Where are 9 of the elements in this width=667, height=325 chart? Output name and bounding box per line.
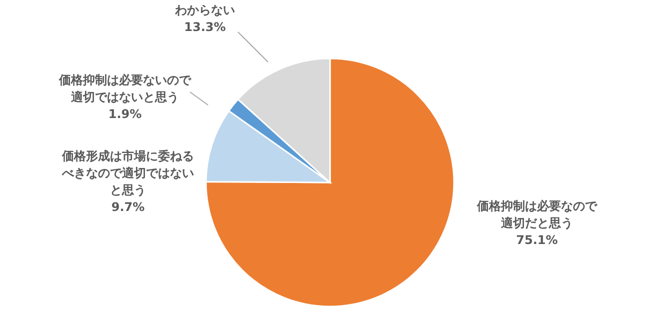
slice-label: 価格抑制は必要なので適切だと思う <box>476 199 598 230</box>
slice-label: わからない <box>174 3 235 17</box>
data-label: 13.3% <box>184 20 226 34</box>
slice-label: 価格抑制は必要ないので適切ではないと思う <box>58 73 192 104</box>
data-label: 1.9% <box>108 107 142 121</box>
pie-slice <box>205 58 455 308</box>
data-label: 9.7% <box>111 200 145 214</box>
slice-label: 価格形成は市場に委ねるべきなので適切ではないと思う <box>61 149 194 197</box>
data-label: 75.1% <box>516 233 558 247</box>
